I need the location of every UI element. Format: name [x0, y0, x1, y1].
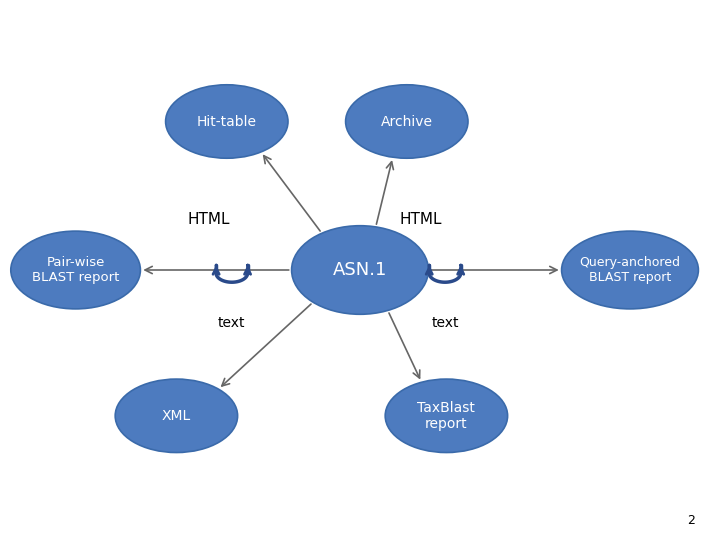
Ellipse shape [385, 379, 508, 453]
Text: 2: 2 [687, 514, 695, 526]
Text: HTML: HTML [187, 212, 230, 227]
Ellipse shape [166, 85, 288, 158]
Text: TaxBlast
report: TaxBlast report [418, 401, 475, 431]
Text: ASN.1: ASN.1 [333, 261, 387, 279]
Ellipse shape [115, 379, 238, 453]
Text: Hit-table: Hit-table [197, 114, 257, 129]
Ellipse shape [562, 231, 698, 309]
Text: Query-anchored
BLAST report: Query-anchored BLAST report [580, 256, 680, 284]
Text: XML: XML [162, 409, 191, 423]
Ellipse shape [292, 226, 428, 314]
Ellipse shape [346, 85, 468, 158]
Text: text: text [431, 316, 459, 330]
Text: HTML: HTML [400, 212, 443, 227]
Text: Pair-wise
BLAST report: Pair-wise BLAST report [32, 256, 120, 284]
Ellipse shape [11, 231, 140, 309]
Text: Archive: Archive [381, 114, 433, 129]
Text: text: text [218, 316, 246, 330]
